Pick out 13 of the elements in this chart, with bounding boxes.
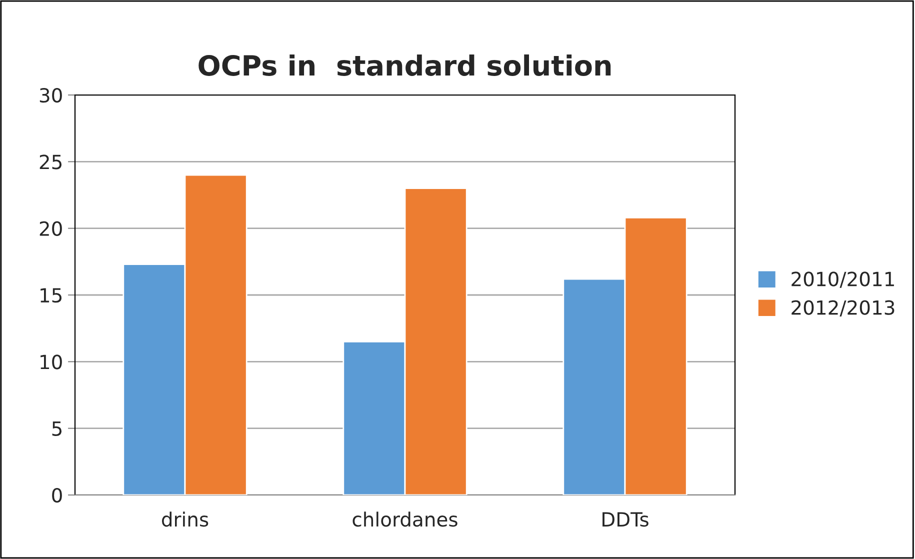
legend-label: 2010/2011 (792, 272, 894, 288)
y-tick-label: 30 (40, 88, 62, 103)
y-tick-label: 10 (40, 354, 62, 370)
x-tick-label: drins (162, 512, 208, 527)
x-tick-label: DDTs (602, 512, 648, 527)
chart-title: OCPs in standard solution (198, 54, 611, 76)
y-tick-label: 25 (40, 154, 62, 170)
y-tick-label: 5 (52, 422, 62, 436)
y-tick-label: 15 (40, 288, 62, 303)
y-tick-label: 20 (40, 221, 62, 236)
legend-label: 2012/2013 (792, 300, 894, 316)
y-tick-label: 0 (52, 488, 62, 503)
x-tick-label: chlordanes (352, 512, 458, 527)
